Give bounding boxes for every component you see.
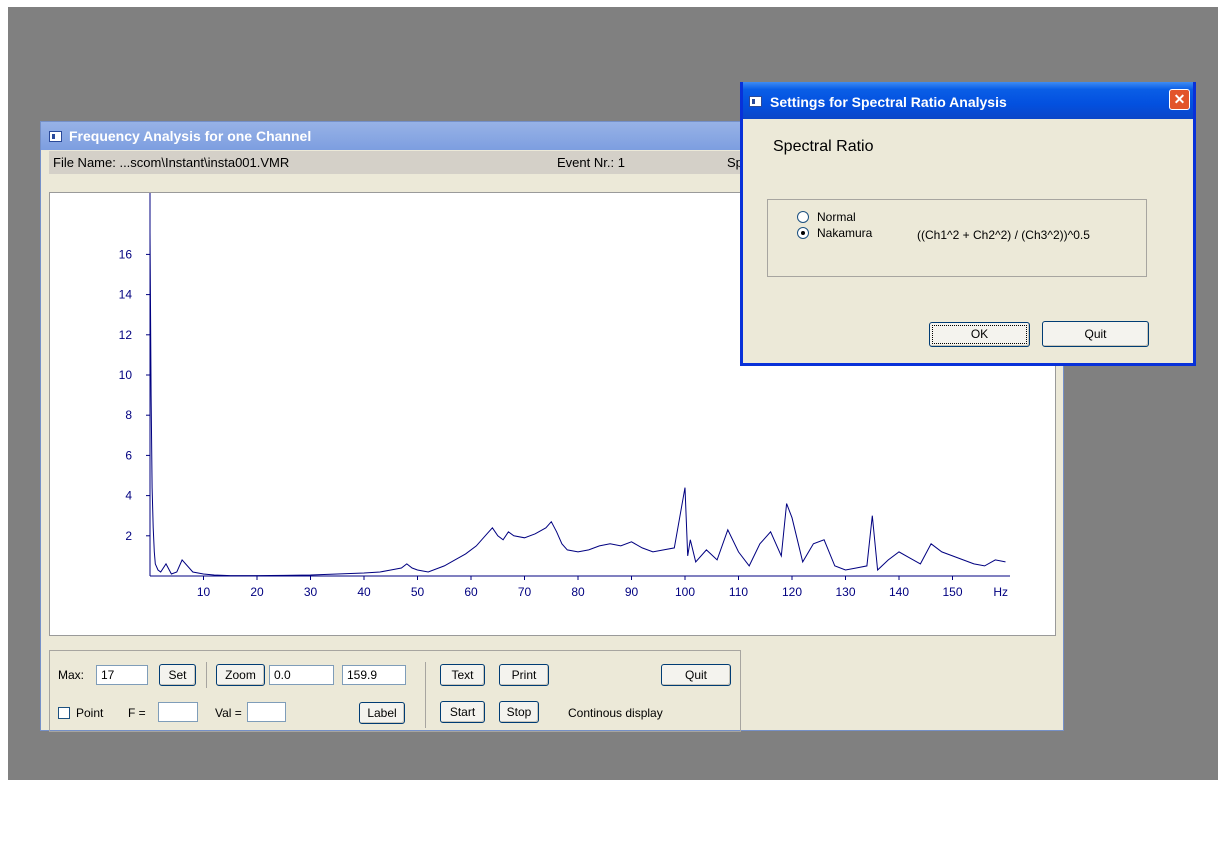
status-text: Continous display [568,706,663,720]
y-tick-label: 8 [125,408,132,422]
quit-dialog-button[interactable]: Quit [1042,321,1149,347]
x-tick-label: 20 [250,585,264,599]
x-tick-label: 120 [782,585,802,599]
val-input[interactable] [247,702,286,722]
max-label: Max: [58,668,85,682]
y-tick-label: 6 [125,448,132,462]
x-tick-label: 140 [889,585,909,599]
x-tick-label: 60 [464,585,478,599]
x-tick-label: 50 [411,585,425,599]
spectrum-chart: 2 4 6 8 10 12 14 16 10 20 30 40 50 60 70 80 90 100 110 120 1… [119,193,1010,599]
nakamura-radio-label: Nakamura [817,226,873,240]
y-tick-label: 16 [119,247,133,261]
event-number-label: Event Nr.: 1 [557,155,625,170]
ok-button[interactable]: OK [929,322,1030,347]
f-input[interactable] [158,702,198,722]
x-tick-label: 30 [304,585,318,599]
y-tick-label: 12 [119,328,133,342]
stop-button[interactable]: Stop [499,701,539,723]
separator [206,662,207,688]
quit-button[interactable]: Quit [661,664,731,686]
print-button[interactable]: Print [499,664,549,686]
separator [425,662,426,728]
x-tick-label: 70 [518,585,532,599]
dialog-title: Settings for Spectral Ratio Analysis [770,94,1007,110]
file-name-label: File Name: ...scom\Instant\insta001.VMR [53,155,290,170]
label-button[interactable]: Label [359,702,405,724]
y-tick-label: 2 [125,529,132,543]
normal-radio[interactable] [797,211,809,223]
start-button[interactable]: Start [440,701,485,723]
set-button[interactable]: Set [159,664,196,686]
x-tick-label: 130 [835,585,855,599]
x-tick-label: 80 [571,585,585,599]
x-tick-label: 150 [942,585,962,599]
spectral-ratio-settings-dialog: Settings for Spectral Ratio Analysis ✕ S… [740,82,1196,366]
window-icon [49,131,62,142]
f-label: F = [128,706,146,720]
point-checkbox[interactable] [58,707,70,719]
y-tick-label: 10 [119,368,133,382]
x-unit-label: Hz [993,585,1008,599]
y-tick-label: 14 [119,288,133,302]
ratio-options-group [767,199,1147,277]
zoom-button[interactable]: Zoom [216,664,265,686]
zoom-to-input[interactable]: 159.9 [342,665,406,685]
close-icon[interactable]: ✕ [1169,89,1190,110]
spectrum-series-line [149,232,1006,577]
nakamura-formula: ((Ch1^2 + Ch2^2) / (Ch3^2))^0.5 [917,228,1090,242]
main-window-title: Frequency Analysis for one Channel [69,128,312,144]
x-tick-label: 110 [729,585,748,599]
nakamura-radio[interactable] [797,227,809,239]
normal-radio-label: Normal [817,210,856,224]
window-icon [749,96,762,107]
zoom-from-input[interactable]: 0.0 [269,665,334,685]
y-tick-label: 4 [125,489,132,503]
dialog-heading: Spectral Ratio [773,138,874,155]
dialog-title-bar[interactable]: Settings for Spectral Ratio Analysis ✕ [743,82,1193,119]
val-label: Val = [215,706,242,720]
x-tick-label: 10 [197,585,211,599]
point-label: Point [76,706,104,720]
max-input[interactable]: 17 [96,665,148,685]
controls-group-box [49,650,741,732]
x-tick-label: 90 [625,585,639,599]
x-tick-label: 40 [357,585,371,599]
controls-panel: Max: 17 Set Zoom 0.0 159.9 Text Print Qu… [49,650,741,842]
x-tick-label: 100 [675,585,695,599]
text-button[interactable]: Text [440,664,485,686]
